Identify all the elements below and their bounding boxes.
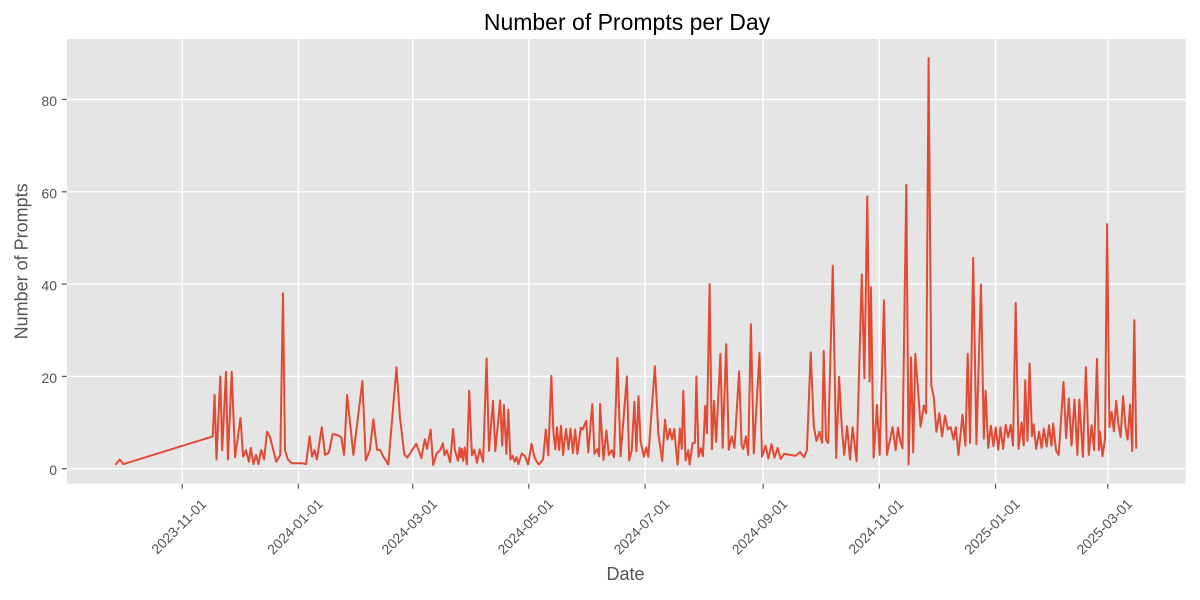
svg-text:Date: Date [606,564,644,584]
svg-text:60: 60 [41,185,57,201]
svg-text:Number of Prompts per Day: Number of Prompts per Day [484,9,771,35]
svg-text:20: 20 [41,370,57,386]
svg-text:Number of Prompts: Number of Prompts [12,183,32,339]
svg-text:0: 0 [49,462,57,478]
svg-text:80: 80 [41,93,57,109]
svg-text:40: 40 [41,278,57,294]
